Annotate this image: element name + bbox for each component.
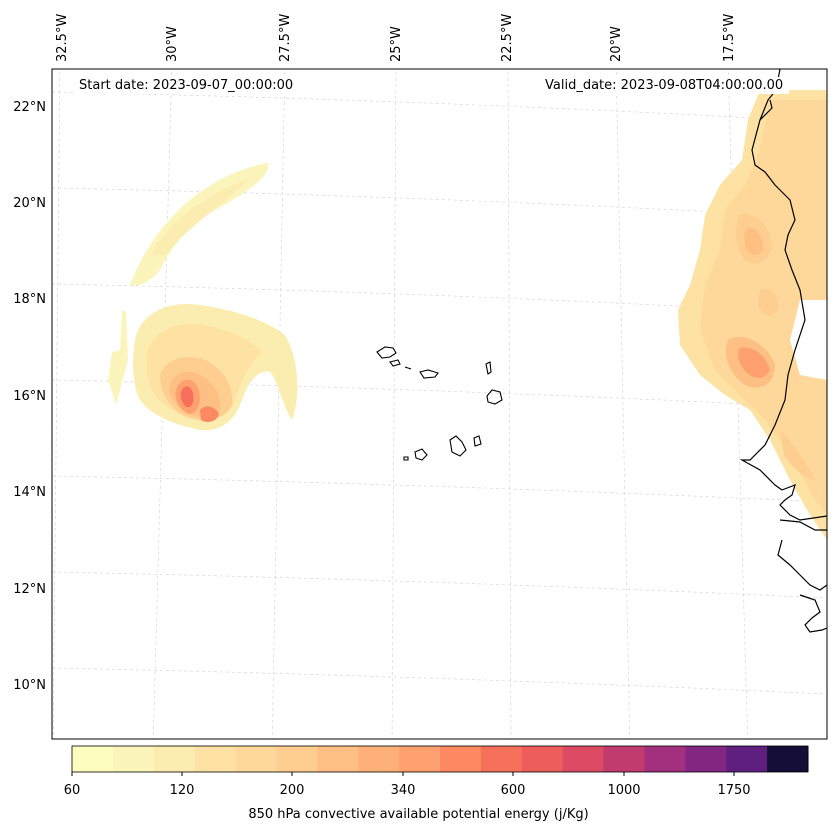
lon-label: 30°W — [165, 26, 180, 62]
lat-label: 18°N — [13, 292, 46, 307]
lat-label: 10°N — [13, 678, 46, 693]
colorbar-swatch — [72, 746, 114, 772]
colorbar-tick-label: 1750 — [717, 783, 750, 798]
cape-storm — [108, 304, 298, 431]
colorbar-swatch — [194, 746, 237, 772]
lon-label: 25°W — [389, 26, 404, 62]
lon-label: 17.5°W — [722, 14, 737, 62]
lon-label: 22.5°W — [500, 14, 515, 62]
lat-label: 20°N — [13, 196, 46, 211]
colorbar-tick-label: 340 — [391, 783, 416, 798]
colorbar-tick-label: 120 — [170, 783, 195, 798]
colorbar-ticks — [71, 772, 735, 776]
lat-label: 14°N — [13, 485, 46, 500]
cape-band-upper — [130, 163, 269, 286]
colorbar-tick-label: 1000 — [607, 783, 640, 798]
colorbar-swatch — [562, 746, 605, 772]
colorbar-swatch — [767, 746, 809, 772]
start-date-label: Start date: 2023-09-07_00:00:00 — [73, 77, 300, 94]
coastline — [739, 69, 827, 633]
colorbar-frame — [71, 745, 809, 773]
colorbar-swatch — [726, 746, 768, 772]
colorbar-swatch — [480, 746, 523, 772]
lon-labels: 32.5°W 30°W 27.5°W 25°W 22.5°W 20°W 17.5… — [55, 14, 737, 62]
colorbar-title: 850 hPa convective available potential e… — [248, 807, 589, 822]
cape-verde-islands — [376, 346, 503, 461]
colorbar-swatch — [358, 746, 400, 772]
colorbar-tick-label: 600 — [501, 783, 526, 798]
colorbar-swatch — [317, 746, 359, 772]
lon-label: 27.5°W — [278, 14, 293, 62]
colorbar-swatch — [644, 746, 686, 772]
valid-date-label: Valid_date: 2023-09-08T04:00:00.00 — [539, 77, 790, 94]
colorbar — [72, 746, 809, 772]
lon-label: 32.5°W — [55, 14, 70, 62]
colorbar-swatch — [153, 746, 196, 772]
colorbar-tick-label: 200 — [280, 783, 305, 798]
plot-frame — [51, 68, 828, 740]
colorbar-swatch — [603, 746, 645, 772]
colorbar-swatch — [276, 746, 318, 772]
colorbar-swatch — [235, 746, 277, 772]
lat-label: 12°N — [13, 582, 46, 597]
colorbar-swatch — [399, 746, 441, 772]
land-gap — [790, 300, 827, 380]
colorbar-tick-label: 60 — [64, 783, 81, 798]
colorbar-swatch — [112, 746, 155, 772]
colorbar-swatch — [685, 746, 727, 772]
colorbar-swatch — [521, 746, 564, 772]
lat-labels: 22°N 20°N 18°N 16°N 14°N 12°N 10°N — [13, 100, 46, 693]
lon-label: 20°W — [609, 26, 624, 62]
lat-label: 22°N — [13, 100, 46, 115]
cape-coast — [678, 90, 827, 540]
colorbar-swatch — [440, 746, 482, 772]
lat-label: 16°N — [13, 389, 46, 404]
colorbar-tick-labels: 60 120 200 340 600 1000 1750 — [64, 783, 751, 798]
